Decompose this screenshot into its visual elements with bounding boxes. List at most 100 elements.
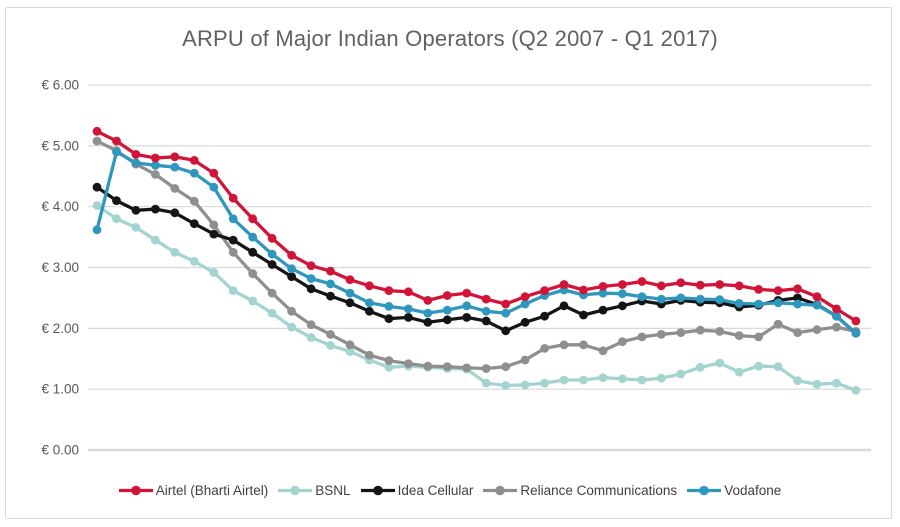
series-airtel-bharti-airtel-point	[676, 278, 686, 288]
series-bsnl-point	[559, 375, 569, 385]
y-axis-tick-label: € 3.00	[41, 260, 79, 275]
series-airtel-bharti-airtel-point	[598, 282, 608, 291]
series-idea-cellular-point	[112, 196, 121, 206]
series-vodafone-point	[228, 214, 238, 224]
series-reliance-communications	[92, 136, 861, 373]
series-airtel-bharti-airtel-point	[715, 280, 725, 289]
series-bsnl-point	[306, 333, 316, 342]
series-vodafone-point	[92, 225, 102, 235]
series-vodafone-point	[267, 249, 277, 259]
series-idea-cellular-point	[131, 205, 141, 215]
series-idea-cellular-point	[228, 235, 238, 245]
series-bsnl-point	[248, 296, 258, 306]
series-bsnl-point	[812, 379, 822, 389]
series-airtel-bharti-airtel-point	[851, 316, 861, 326]
series-airtel-bharti-airtel-point	[559, 280, 569, 289]
series-airtel-bharti-airtel-point	[423, 296, 433, 305]
series-bsnl-point	[637, 375, 647, 385]
series-idea-cellular-point	[462, 313, 472, 322]
series-reliance-communications-point	[365, 350, 374, 360]
series-vodafone-point	[793, 299, 802, 309]
legend-label-vodafone: Vodafone	[724, 482, 782, 498]
series-bsnl-point	[676, 369, 686, 379]
series-reliance-communications-point	[598, 346, 608, 356]
series-airtel-bharti-airtel-point	[326, 266, 335, 276]
series-bsnl-point	[287, 322, 296, 332]
series-idea-cellular-point	[520, 317, 530, 327]
series-reliance-communications-point	[423, 361, 433, 371]
legend-marker-vodafone	[687, 485, 722, 495]
series-bsnl-point	[92, 201, 102, 210]
series-airtel-bharti-airtel-point	[248, 214, 258, 224]
series-idea-cellular-point	[170, 208, 180, 218]
series-idea-cellular-point	[793, 293, 802, 303]
series-idea-cellular-point	[481, 316, 491, 326]
series-reliance-communications-point	[404, 359, 413, 368]
series-reliance-communications-point	[832, 322, 841, 332]
y-axis-tick-labels: € 0.00 € 1.00 € 2.00 € 3.00 € 4.00 € 5.00 € 6.…	[41, 78, 79, 458]
series-bsnl	[92, 201, 861, 395]
legend-marker-reliance-communications	[483, 485, 518, 495]
series-bsnl-point	[754, 361, 763, 371]
series-vodafone-point	[423, 308, 433, 318]
series-bsnl-point	[695, 362, 705, 372]
series-airtel-bharti-airtel-point	[540, 286, 549, 295]
y-axis-tick-label: € 0.00	[41, 443, 79, 458]
series-reliance-communications-point	[618, 337, 627, 347]
series-reliance-communications-point	[695, 325, 705, 335]
chart-legend: Airtel (Bharti Airtel) BSNL Idea Cellular R…	[0, 480, 900, 500]
series-idea-cellular-point	[209, 229, 219, 239]
series-vodafone-point	[715, 295, 725, 305]
series-bsnl-point	[481, 378, 491, 388]
series-vodafone-point	[695, 294, 705, 304]
series-reliance-communications-point	[676, 328, 686, 337]
series-vodafone-point	[462, 301, 472, 311]
series-bsnl-point	[579, 375, 588, 385]
series-vodafone-point	[189, 168, 199, 178]
series-bsnl-point	[151, 235, 160, 245]
series-airtel-bharti-airtel-point	[442, 291, 452, 300]
series-bsnl-point	[793, 376, 802, 386]
series-vodafone-point	[384, 302, 394, 311]
series-vodafone-point	[326, 279, 335, 289]
legend-item-airtel-bharti-airtel: Airtel (Bharti Airtel)	[118, 482, 269, 498]
series-airtel-bharti-airtel-point	[306, 261, 316, 271]
legend-marker-idea-cellular	[360, 485, 395, 495]
series-reliance-communications-point	[462, 363, 472, 373]
series-idea-cellular-point	[579, 310, 588, 320]
y-axis-tick-label: € 5.00	[41, 138, 79, 153]
series-bsnl-point	[112, 214, 121, 224]
series-reliance-communications-point	[520, 355, 530, 365]
series-bsnl-point	[618, 374, 627, 384]
legend-item-reliance-communications: Reliance Communications	[483, 483, 677, 498]
series-reliance-communications-point	[501, 362, 511, 372]
series-idea-cellular-point	[618, 301, 627, 311]
series-idea-cellular-point	[365, 306, 374, 316]
series-reliance-communications-point	[481, 364, 491, 373]
series-vodafone-point	[676, 293, 686, 303]
series-airtel-bharti-airtel-point	[131, 150, 141, 159]
legend-label-airtel-bharti-airtel: Airtel (Bharti Airtel)	[155, 482, 269, 498]
series-airtel-bharti-airtel-point	[501, 299, 511, 309]
legend-item-bsnl: BSNL	[278, 483, 351, 498]
series-airtel-bharti-airtel-point	[618, 280, 627, 289]
series-reliance-communications-point	[754, 332, 763, 342]
series-bsnl-point	[520, 380, 530, 390]
series-bsnl-point	[131, 223, 141, 232]
series-airtel-bharti-airtel-point	[209, 168, 219, 178]
series-vodafone-point	[306, 274, 316, 283]
series-airtel-bharti-airtel-point	[754, 285, 763, 294]
series-reliance-communications-point	[579, 340, 588, 350]
series-idea-cellular-point	[151, 204, 160, 214]
series-idea-cellular-point	[189, 219, 199, 229]
series-vodafone-point	[151, 160, 160, 170]
series-vodafone-point	[851, 328, 861, 338]
series-airtel-bharti-airtel-point	[151, 153, 160, 163]
y-axis-tick-label: € 4.00	[41, 199, 79, 214]
series-reliance-communications-point	[267, 288, 277, 298]
series-reliance-communications-point	[384, 356, 394, 365]
series-vodafone-point	[248, 232, 258, 242]
series-vodafone-point	[131, 158, 141, 168]
series-bsnl-point	[189, 257, 199, 266]
series-bsnl-point	[598, 373, 608, 382]
